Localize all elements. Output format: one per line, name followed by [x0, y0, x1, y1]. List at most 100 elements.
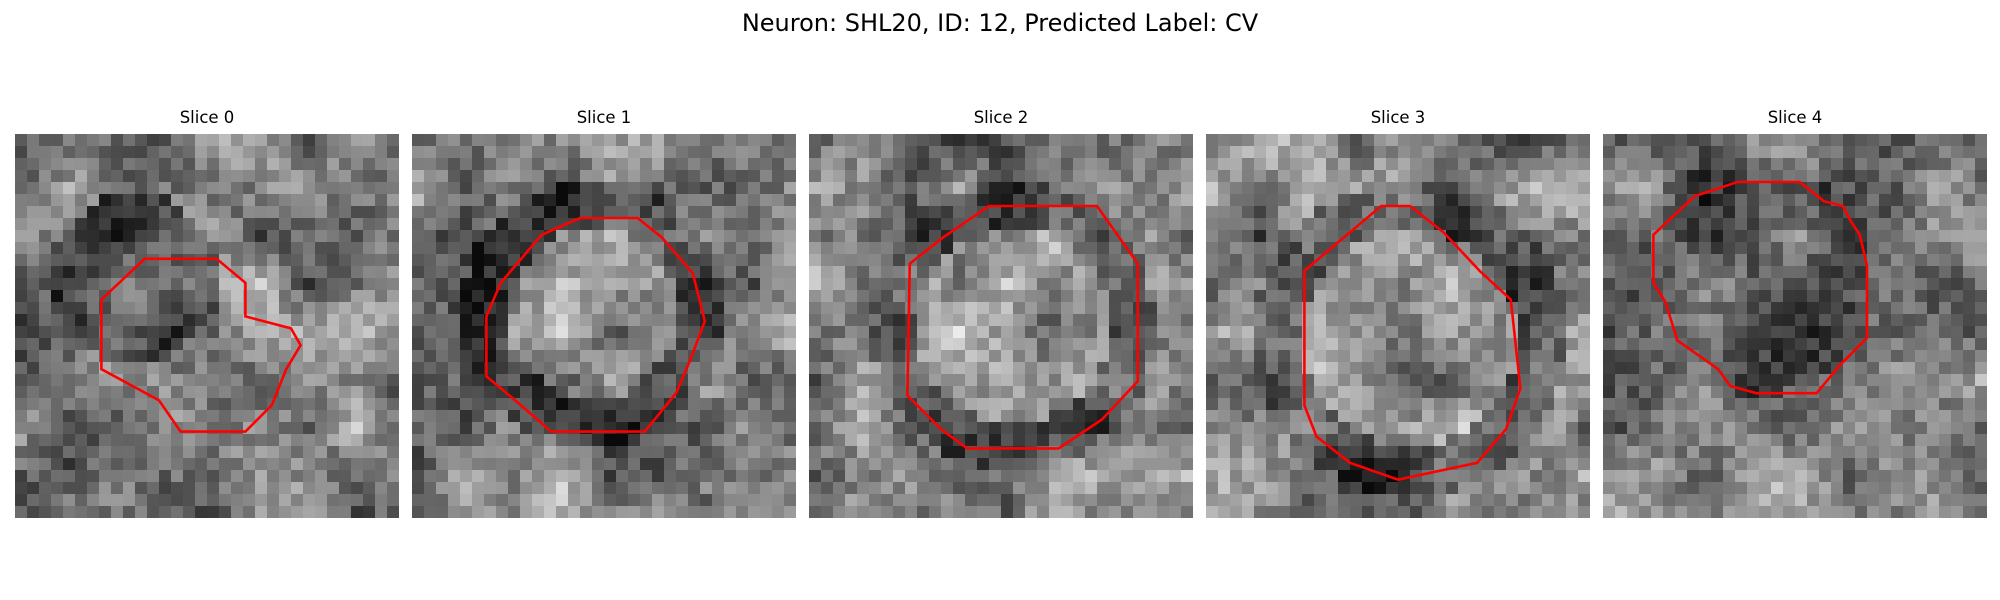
pixel — [905, 338, 918, 351]
pixel — [51, 350, 64, 363]
pixel — [1109, 410, 1122, 423]
pixel — [1254, 278, 1267, 291]
pixel — [1434, 494, 1447, 507]
pixel — [724, 494, 737, 507]
pixel — [929, 266, 942, 279]
pixel — [1506, 182, 1519, 195]
pixel — [219, 218, 232, 231]
pixel — [1759, 398, 1772, 411]
pixel — [917, 362, 930, 375]
pixel — [1061, 158, 1074, 171]
pixel — [51, 266, 64, 279]
pixel — [520, 446, 533, 459]
pixel — [1326, 134, 1339, 147]
pixel — [1410, 302, 1423, 315]
pixel — [1242, 182, 1255, 195]
pixel — [568, 434, 581, 447]
pixel — [1735, 398, 1748, 411]
pixel — [1314, 410, 1327, 423]
pixel — [736, 326, 749, 339]
pixel — [965, 182, 978, 195]
pixel — [219, 470, 232, 483]
pixel — [977, 362, 990, 375]
pixel — [1615, 374, 1628, 387]
pixel — [568, 158, 581, 171]
pixel — [1398, 362, 1411, 375]
pixel — [1133, 182, 1146, 195]
pixel — [339, 422, 352, 435]
pixel — [424, 254, 437, 267]
pixel — [809, 230, 822, 243]
pixel — [1169, 398, 1182, 411]
pixel — [616, 302, 629, 315]
pixel — [424, 446, 437, 459]
pixel — [712, 506, 725, 518]
pixel — [1639, 254, 1652, 267]
pixel — [1097, 302, 1110, 315]
pixel — [1085, 350, 1098, 363]
pixel — [1278, 506, 1291, 518]
pixel — [1362, 134, 1375, 147]
pixel — [412, 170, 425, 183]
pixel — [1530, 218, 1543, 231]
pixel — [1627, 206, 1640, 219]
pixel — [1651, 194, 1664, 207]
pixel — [63, 386, 76, 399]
pixel — [941, 290, 954, 303]
pixel — [1951, 170, 1964, 183]
pixel — [1230, 170, 1243, 183]
pixel — [448, 254, 461, 267]
pixel — [1603, 194, 1616, 207]
pixel — [1446, 410, 1459, 423]
pixel — [159, 398, 172, 411]
pixel — [51, 314, 64, 327]
pixel — [568, 374, 581, 387]
pixel — [1530, 266, 1543, 279]
pixel — [1145, 410, 1158, 423]
pixel — [1855, 218, 1868, 231]
pixel — [1855, 386, 1868, 399]
pixel — [1061, 374, 1074, 387]
pixel — [1482, 494, 1495, 507]
pixel — [1675, 206, 1688, 219]
pixel — [207, 374, 220, 387]
pixel — [15, 506, 28, 518]
pixel — [496, 242, 509, 255]
pixel — [977, 422, 990, 435]
pixel — [1482, 230, 1495, 243]
pixel — [1975, 386, 1987, 399]
pixel — [1326, 434, 1339, 447]
pixel — [544, 158, 557, 171]
pixel — [123, 254, 136, 267]
pixel — [1530, 482, 1543, 495]
pixel — [1398, 434, 1411, 447]
pixel — [532, 422, 545, 435]
pixel — [1855, 314, 1868, 327]
pixel — [724, 470, 737, 483]
pixel — [496, 158, 509, 171]
pixel — [1290, 134, 1303, 147]
pixel — [592, 218, 605, 231]
pixel — [664, 374, 677, 387]
pixel — [664, 482, 677, 495]
pixel — [315, 398, 328, 411]
pixel — [1013, 146, 1026, 159]
pixel — [279, 386, 292, 399]
pixel — [1735, 194, 1748, 207]
pixel — [195, 146, 208, 159]
pixel — [652, 158, 665, 171]
pixel — [616, 314, 629, 327]
pixel — [544, 458, 557, 471]
pixel — [1843, 290, 1856, 303]
pixel — [375, 170, 388, 183]
pixel — [1242, 254, 1255, 267]
pixel — [1278, 278, 1291, 291]
pixel — [1939, 134, 1952, 147]
pixel — [845, 278, 858, 291]
pixel — [917, 326, 930, 339]
pixel — [436, 374, 449, 387]
pixel — [881, 494, 894, 507]
pixel — [556, 410, 569, 423]
pixel — [857, 134, 870, 147]
pixel — [857, 206, 870, 219]
